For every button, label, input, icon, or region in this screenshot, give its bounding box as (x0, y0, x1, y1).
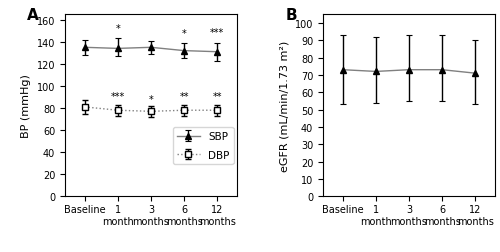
Text: *: * (148, 94, 154, 104)
Y-axis label: eGFR (mL/min/1.73 m²): eGFR (mL/min/1.73 m²) (280, 41, 289, 171)
Text: A: A (27, 8, 39, 23)
Legend: SBP, DBP: SBP, DBP (172, 128, 234, 164)
Text: **: ** (180, 92, 189, 102)
Y-axis label: BP (mmHg): BP (mmHg) (21, 74, 31, 138)
Text: ***: *** (111, 92, 125, 102)
Text: B: B (285, 8, 297, 23)
Text: ***: *** (210, 28, 224, 38)
Text: *: * (182, 29, 186, 39)
Text: **: ** (212, 92, 222, 102)
Text: *: * (116, 24, 120, 34)
